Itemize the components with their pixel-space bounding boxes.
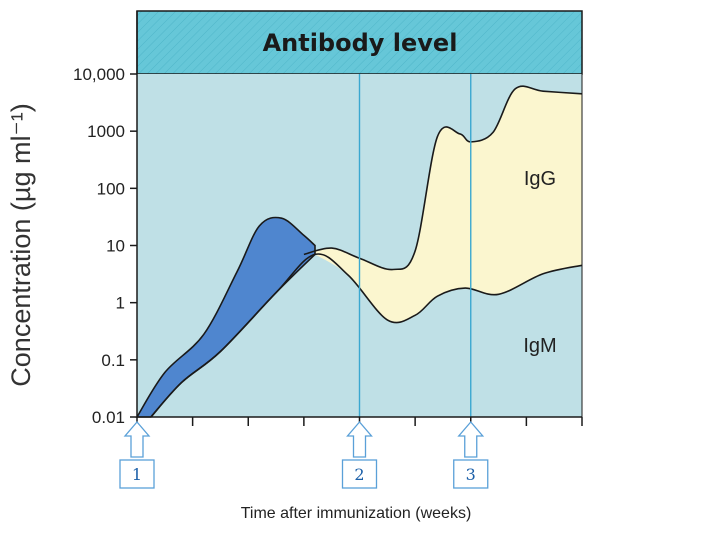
reference-lines <box>358 74 472 417</box>
up-arrow-icon <box>457 421 485 458</box>
y-tick-label: 1000 <box>87 122 125 141</box>
igg-label: IgG <box>524 168 556 190</box>
y-tick-label: 100 <box>97 179 125 198</box>
marker-box <box>453 459 489 489</box>
y-axis-label: Concentration (µg ml⁻¹) <box>6 103 36 386</box>
immunization-marker-1: 1 <box>119 421 155 489</box>
title-band <box>136 10 583 75</box>
y-ticks: 10,000 1000 100 10 1 0.1 0.01 <box>73 65 137 427</box>
immunization-marker-3: 3 <box>453 421 489 489</box>
marker-label: 3 <box>466 465 476 484</box>
immunization-markers: 1 2 3 <box>119 421 489 489</box>
igg-area <box>303 86 582 323</box>
immunization-marker-2: 2 <box>341 421 378 489</box>
marker-box <box>119 459 155 489</box>
marker-box <box>341 459 378 489</box>
y-tick-label: 10,000 <box>73 65 125 84</box>
marker-label: 2 <box>354 465 364 484</box>
up-arrow-icon <box>346 421 373 458</box>
x-axis-label: Time after immunization (weeks) <box>241 505 472 522</box>
y-tick-label: 1 <box>116 294 125 313</box>
marker-label: 1 <box>132 465 142 484</box>
y-tick-label: 0.01 <box>92 408 125 427</box>
series-layer <box>135 85 583 418</box>
igm-label: IgM <box>523 335 556 357</box>
y-tick-label: 0.1 <box>101 351 125 370</box>
chart-title: Antibody level <box>263 29 458 57</box>
up-arrow-icon <box>123 421 151 458</box>
y-tick-label: 10 <box>106 237 125 256</box>
igm-curve <box>150 253 583 418</box>
